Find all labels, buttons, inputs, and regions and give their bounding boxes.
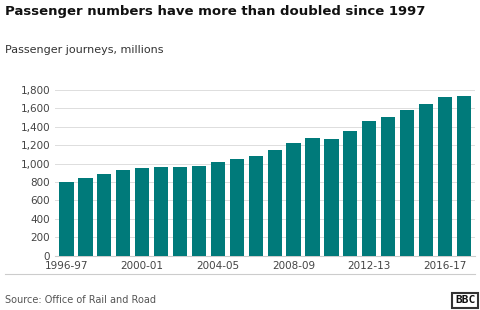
Bar — [60, 182, 73, 256]
Bar — [419, 104, 433, 256]
Text: Passenger numbers have more than doubled since 1997: Passenger numbers have more than doubled… — [5, 5, 425, 18]
Bar — [173, 167, 187, 256]
Bar — [457, 95, 471, 256]
Bar — [135, 167, 149, 256]
Bar — [211, 162, 225, 256]
Bar — [324, 139, 338, 256]
Bar — [249, 156, 263, 256]
Bar — [400, 110, 414, 256]
Bar — [97, 174, 111, 256]
Bar — [381, 117, 395, 256]
Bar — [154, 167, 168, 256]
Text: BBC: BBC — [455, 295, 475, 305]
Text: Source: Office of Rail and Road: Source: Office of Rail and Road — [5, 295, 156, 305]
Bar — [267, 150, 282, 256]
Bar — [362, 122, 376, 256]
Bar — [438, 97, 452, 256]
Text: Passenger journeys, millions: Passenger journeys, millions — [5, 45, 163, 55]
Bar — [343, 131, 358, 256]
Bar — [116, 170, 131, 256]
Bar — [230, 159, 244, 256]
Bar — [78, 178, 93, 256]
Bar — [305, 138, 320, 256]
Bar — [192, 166, 206, 256]
Bar — [287, 143, 300, 256]
